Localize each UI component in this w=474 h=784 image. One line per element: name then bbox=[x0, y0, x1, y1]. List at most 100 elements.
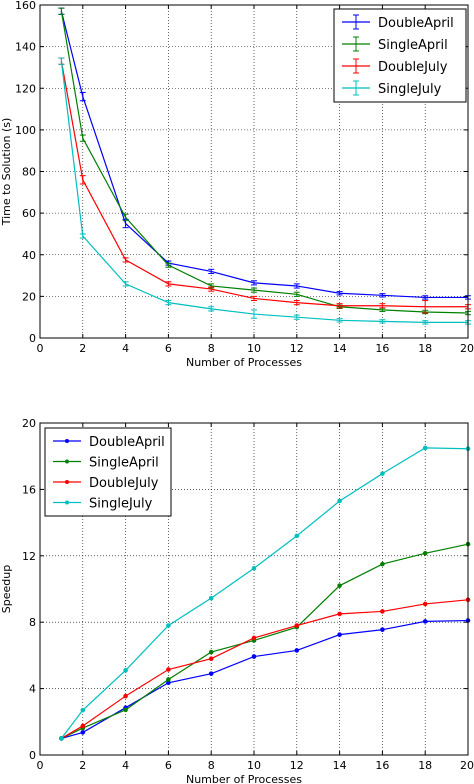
data-point bbox=[422, 619, 428, 624]
legend: DoubleApril SingleApril DoubleJuly SingleJu… bbox=[333, 8, 467, 103]
x-tick-label: 4 bbox=[122, 759, 129, 772]
legend-label: SingleJuly bbox=[378, 82, 442, 97]
data-point bbox=[380, 627, 385, 632]
x-tick-label: 2 bbox=[79, 759, 86, 772]
x-tick-label: 8 bbox=[208, 342, 215, 355]
data-point bbox=[337, 632, 342, 637]
data-point bbox=[166, 623, 171, 628]
x-tick-label: 10 bbox=[247, 342, 261, 355]
data-point bbox=[422, 551, 428, 556]
data-point bbox=[123, 693, 128, 699]
series-singleapril bbox=[58, 7, 471, 316]
y-axis-label: Time to Solution (s) bbox=[0, 118, 13, 227]
y-tick-label: 20 bbox=[22, 290, 36, 303]
y-tick-label: 0 bbox=[29, 332, 36, 345]
data-point bbox=[380, 609, 385, 614]
y-tick-label: 120 bbox=[15, 82, 36, 95]
x-tick-label: 0 bbox=[37, 342, 44, 355]
y-tick-label: 20 bbox=[22, 417, 36, 430]
data-point bbox=[208, 656, 214, 662]
x-tick-label: 2 bbox=[79, 342, 86, 355]
x-tick-label: 8 bbox=[208, 759, 215, 772]
data-point bbox=[337, 611, 342, 617]
legend-swatch-marker bbox=[65, 480, 69, 484]
data-point bbox=[380, 471, 385, 476]
data-point bbox=[208, 649, 214, 655]
legend-label: SingleApril bbox=[378, 38, 448, 53]
legend-label: SingleApril bbox=[89, 456, 159, 471]
legend-label: DoubleApril bbox=[378, 16, 454, 31]
legend-item-doublejuly: DoubleJuly bbox=[342, 58, 448, 75]
y-tick-label: 140 bbox=[15, 41, 36, 54]
legend-item-doublejuly: DoubleJuly bbox=[53, 476, 159, 491]
x-tick-label: 20 bbox=[460, 759, 474, 772]
data-point bbox=[208, 671, 214, 676]
chart-1: 0 2 4 6 8 10 12 14 16 18 20 0 20 40 60 80 100 120 140 160 Nu… bbox=[0, 0, 474, 369]
y-tick-label: 60 bbox=[22, 207, 36, 220]
y-tick-label: 12 bbox=[22, 550, 36, 563]
legend-label: SingleJuly bbox=[89, 497, 153, 512]
x-tick-label: 4 bbox=[122, 342, 129, 355]
data-point bbox=[380, 561, 385, 567]
data-point bbox=[59, 736, 64, 741]
legend-item-singlejuly: SingleJuly bbox=[342, 80, 442, 97]
series-line bbox=[61, 619, 469, 739]
x-tick-label: 20 bbox=[460, 342, 474, 355]
x-tick-label: 6 bbox=[165, 759, 172, 772]
data-point bbox=[251, 565, 257, 571]
data-point bbox=[294, 533, 300, 539]
x-tick-label: 12 bbox=[290, 342, 304, 355]
x-axis-label: Number of Processes bbox=[186, 773, 302, 784]
legend-label: DoubleApril bbox=[89, 435, 165, 450]
x-tick-label: 12 bbox=[290, 759, 304, 772]
y-tick-label: 40 bbox=[22, 249, 36, 262]
y-tick-label: 100 bbox=[15, 124, 36, 137]
legend-item-doubleapril: DoubleApril bbox=[53, 435, 165, 450]
x-tick-label: 14 bbox=[333, 342, 347, 355]
data-point bbox=[123, 668, 128, 673]
x-tick-label: 16 bbox=[375, 759, 389, 772]
data-point bbox=[80, 723, 86, 729]
x-tick-label: 10 bbox=[247, 759, 261, 772]
legend-swatch-marker bbox=[65, 500, 69, 505]
legend-item-singleapril: SingleApril bbox=[342, 36, 448, 53]
legend-label: DoubleJuly bbox=[378, 60, 448, 75]
legend-swatch-marker bbox=[65, 439, 69, 443]
y-tick-label: 16 bbox=[22, 483, 36, 496]
data-point bbox=[251, 635, 257, 641]
legend-item-singlejuly: SingleJuly bbox=[53, 497, 153, 512]
x-tick-label: 0 bbox=[37, 759, 44, 772]
x-tick-label: 18 bbox=[418, 759, 432, 772]
legend: DoubleApril SingleApril DoubleJuly SingleJu… bbox=[44, 427, 172, 517]
series-doublejuly bbox=[59, 597, 471, 741]
x-tick-label: 16 bbox=[375, 342, 389, 355]
x-tick-label: 14 bbox=[333, 759, 347, 772]
y-tick-label: 80 bbox=[22, 166, 36, 179]
data-point bbox=[166, 677, 171, 682]
x-axis-label: Number of Processes bbox=[186, 356, 302, 369]
series-doubleapril bbox=[58, 7, 471, 300]
data-point bbox=[422, 445, 428, 451]
data-point bbox=[80, 730, 86, 735]
data-point bbox=[422, 601, 428, 607]
y-tick-label: 0 bbox=[29, 749, 36, 762]
data-point bbox=[294, 623, 300, 628]
series-line bbox=[61, 599, 469, 739]
series-singlejuly bbox=[58, 57, 471, 325]
data-point bbox=[251, 654, 257, 659]
data-point bbox=[337, 583, 342, 588]
chart-2: 0 2 4 6 8 10 12 14 16 18 20 0 4 8 12 16 20 Number of Proc… bbox=[0, 417, 474, 784]
y-tick-label: 160 bbox=[15, 0, 36, 12]
y-tick-label: 4 bbox=[29, 683, 36, 696]
legend-swatch-marker bbox=[65, 459, 69, 464]
legend-item-singleapril: SingleApril bbox=[53, 456, 159, 471]
x-tick-label: 6 bbox=[165, 342, 172, 355]
data-point bbox=[208, 595, 214, 601]
data-point bbox=[294, 648, 300, 653]
data-point bbox=[80, 707, 86, 713]
y-axis-label: Speedup bbox=[0, 565, 13, 613]
y-tick-label: 8 bbox=[29, 616, 36, 629]
x-tick-label: 18 bbox=[418, 342, 432, 355]
data-point bbox=[337, 498, 342, 504]
